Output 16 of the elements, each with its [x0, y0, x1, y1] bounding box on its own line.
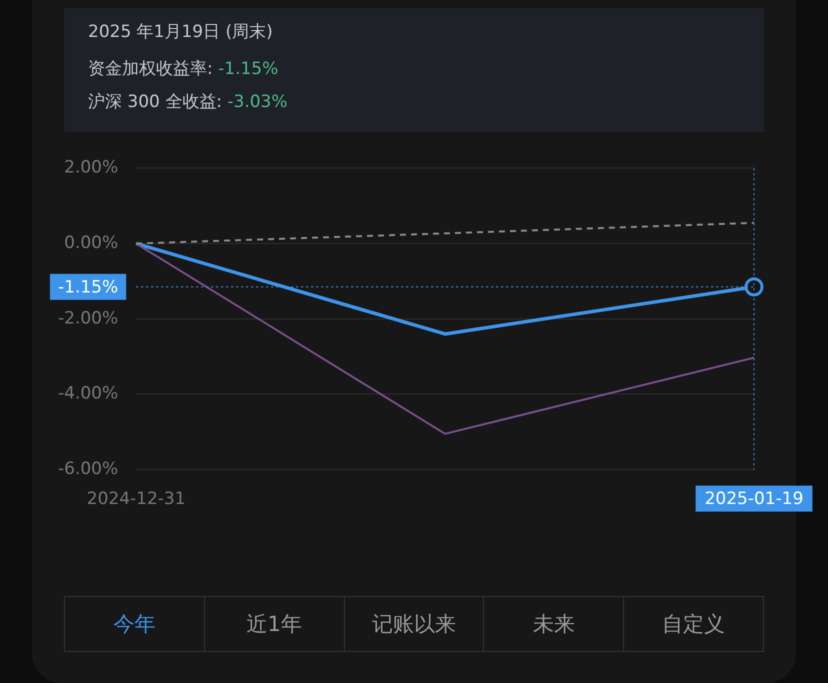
ref-line-label: -1.15%	[58, 277, 118, 298]
text: 未来	[483, 597, 624, 651]
y-tick-label: -4.00%	[58, 384, 118, 404]
text: 自定义	[623, 597, 763, 651]
x-tick-label: 2025-01-19	[704, 489, 804, 510]
text: 资金加权收益率: -1.15%	[88, 58, 280, 80]
y-tick-label: -2.00%	[58, 308, 118, 328]
x-tick-label: 2024-12-31	[86, 489, 186, 510]
y-tick-label: 0.00%	[64, 232, 118, 253]
text: 近1年	[204, 597, 344, 651]
text: 今年	[112, 611, 156, 638]
text: 记账以来	[344, 597, 484, 651]
chart-title: 2025 年1月19日 (周末)	[88, 21, 274, 43]
y-tick-label: 2.00%	[64, 158, 118, 178]
y-tick-label: -6.00%	[58, 459, 118, 480]
text: 沪深 300 全收益: -3.03%	[88, 91, 289, 113]
